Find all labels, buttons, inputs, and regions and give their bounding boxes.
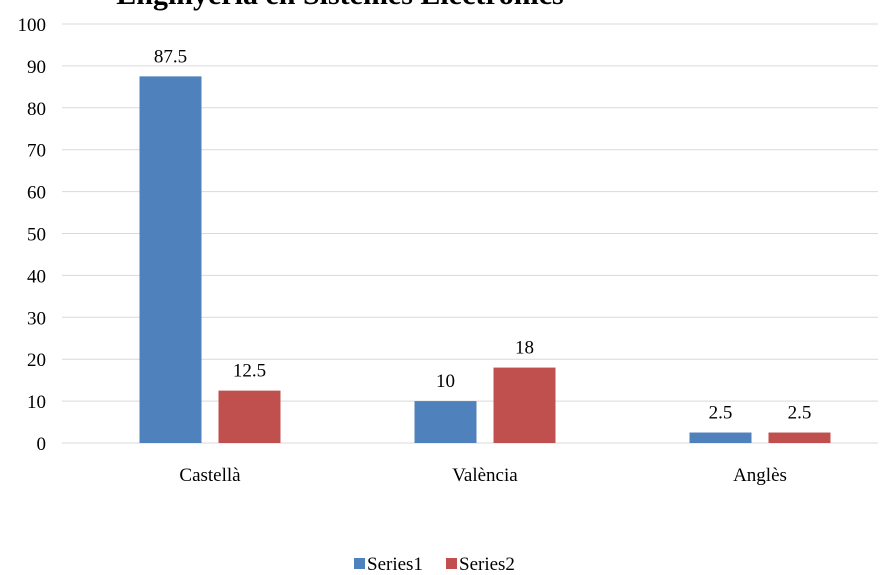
y-tick-label: 0 (37, 434, 47, 455)
legend-label: Series1 (367, 554, 423, 575)
y-tick-label: 70 (27, 141, 46, 162)
y-tick-label: 80 (27, 99, 46, 120)
x-tick-label: Castellà (179, 465, 241, 486)
data-label: 18 (515, 338, 534, 359)
y-tick-label: 100 (18, 15, 47, 36)
data-label: 2.5 (709, 403, 733, 424)
y-tick-label: 40 (27, 266, 46, 287)
legend-swatch (446, 558, 457, 569)
bar (493, 367, 556, 443)
bar (218, 390, 281, 443)
data-label: 12.5 (233, 361, 266, 382)
y-tick-label: 20 (27, 350, 46, 371)
y-tick-label: 30 (27, 308, 46, 329)
bar (689, 432, 752, 443)
data-label: 10 (436, 371, 455, 392)
chart-title: Enginyeria en Sistemes Electrònics (116, 0, 563, 11)
legend-swatch (354, 558, 365, 569)
y-tick-label: 50 (27, 225, 46, 246)
x-tick-label: Anglès (733, 465, 787, 486)
data-label: 2.5 (788, 403, 812, 424)
data-label: 87.5 (154, 46, 187, 67)
legend-label: Series2 (459, 554, 515, 575)
x-tick-label: València (452, 465, 518, 486)
bar (768, 432, 831, 443)
bar (414, 401, 477, 443)
y-tick-label: 10 (27, 392, 46, 413)
y-tick-label: 90 (27, 57, 46, 78)
y-tick-label: 60 (27, 183, 46, 204)
bar (139, 76, 202, 443)
